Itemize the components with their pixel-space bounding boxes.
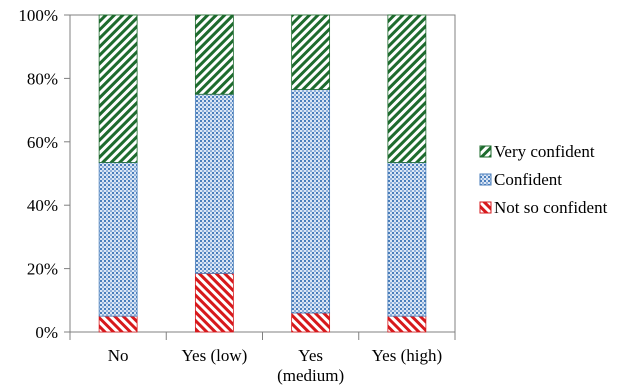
bar-segment-confident xyxy=(98,162,138,317)
bar-segment-confident xyxy=(387,162,427,317)
y-tick-label: 40% xyxy=(27,196,58,215)
bar-segment-not-so-confident xyxy=(291,312,331,333)
bar-segment-confident xyxy=(194,93,234,274)
x-tick-label: Yes (low) xyxy=(181,346,247,365)
y-tick-label: 60% xyxy=(27,133,58,152)
y-tick-label: 80% xyxy=(27,69,58,88)
legend-label: Very confident xyxy=(494,142,595,161)
x-tick-label: No xyxy=(108,346,129,365)
bar-segment-very-confident xyxy=(194,14,234,95)
bar-segment-very-confident xyxy=(387,14,427,163)
bar-segment-not-so-confident xyxy=(387,315,427,333)
legend-label: Confident xyxy=(494,170,562,189)
bar-segment-very-confident xyxy=(98,14,138,163)
plot-area: 0% 20% 40% 60% 80% 100% No Yes (low) Yes(medium)… xyxy=(18,6,456,385)
legend-swatch xyxy=(479,145,492,158)
x-tick-label: Yes (high) xyxy=(372,346,443,365)
legend-label: Not so confident xyxy=(494,198,608,217)
y-tick-label: 0% xyxy=(35,323,58,342)
x-tick-label: Yes xyxy=(298,346,323,365)
bar-segment-confident xyxy=(291,89,331,314)
x-tick-label: (medium) xyxy=(277,366,344,385)
bar-segment-not-so-confident xyxy=(98,315,138,333)
y-tick-label: 100% xyxy=(18,6,58,25)
legend-swatch xyxy=(479,201,492,214)
y-tick-label: 20% xyxy=(27,260,58,279)
legend: Very confident Confident Not so confident xyxy=(479,142,608,217)
bar-segment-very-confident xyxy=(291,14,331,90)
bar-segment-not-so-confident xyxy=(194,272,234,333)
legend-swatch xyxy=(479,173,492,186)
